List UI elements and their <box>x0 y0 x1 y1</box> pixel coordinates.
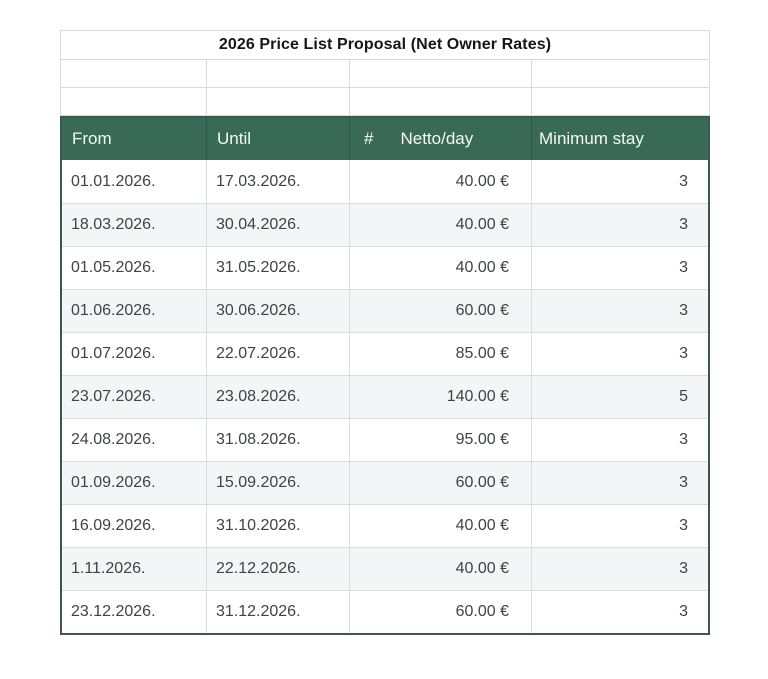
cell-until: 31.12.2026. <box>207 591 350 633</box>
cell-minimum-stay: 3 <box>679 302 688 319</box>
cell-netto-per-day: 85.00 € <box>350 333 532 375</box>
cell-until: 22.07.2026. <box>207 333 350 375</box>
cell-minimum-stay: 3 <box>679 345 688 362</box>
table-body: 01.01.2026. 17.03.2026. 40.00 € 3 18.03.… <box>62 160 708 633</box>
cell-netto-per-day: 140.00 € <box>350 376 532 418</box>
cell-netto-per-day: 60.00 € <box>350 290 532 332</box>
header-netto-label: Netto/day <box>400 129 474 148</box>
price-list-grid: 2026 Price List Proposal (Net Owner Rate… <box>60 30 710 635</box>
cell-from: 1.11.2026. <box>62 548 207 590</box>
header-minimum-stay: Minimum stay <box>539 129 644 148</box>
empty-cell <box>532 60 709 87</box>
cell-from: 01.01.2026. <box>62 160 207 203</box>
cell-minimum-stay: 3 <box>679 517 688 534</box>
cell-from: 01.05.2026. <box>62 247 207 289</box>
table-row: 01.07.2026. 22.07.2026. 85.00 € 3 <box>62 332 708 375</box>
header-from: From <box>62 118 207 160</box>
cell-from: 18.03.2026. <box>62 204 207 246</box>
cell-netto-per-day: 40.00 € <box>350 247 532 289</box>
table-row: 1.11.2026. 22.12.2026. 40.00 € 3 <box>62 547 708 590</box>
empty-cell <box>207 88 350 115</box>
cell-from: 23.12.2026. <box>62 591 207 633</box>
empty-row <box>60 88 710 116</box>
empty-cell <box>350 88 532 115</box>
cell-minimum-stay: 3 <box>679 603 688 620</box>
table-row: 01.09.2026. 15.09.2026. 60.00 € 3 <box>62 461 708 504</box>
cell-netto-per-day: 60.00 € <box>350 462 532 504</box>
cell-minimum-stay: 3 <box>679 216 688 233</box>
empty-cell <box>61 60 207 87</box>
cell-until: 31.08.2026. <box>207 419 350 461</box>
cell-from: 16.09.2026. <box>62 505 207 547</box>
cell-until: 15.09.2026. <box>207 462 350 504</box>
header-until: Until <box>207 118 350 160</box>
cell-netto-per-day: 95.00 € <box>350 419 532 461</box>
empty-cell <box>61 88 207 115</box>
cell-minimum-stay: 3 <box>679 474 688 491</box>
cell-from: 01.07.2026. <box>62 333 207 375</box>
cell-until: 30.04.2026. <box>207 204 350 246</box>
cell-minimum-stay: 3 <box>679 560 688 577</box>
cell-minimum-stay: 3 <box>679 172 688 190</box>
empty-cell <box>350 60 532 87</box>
table-row: 01.06.2026. 30.06.2026. 60.00 € 3 <box>62 289 708 332</box>
cell-netto-per-day: 40.00 € <box>350 204 532 246</box>
cell-netto-per-day: 40.00 € <box>350 160 532 203</box>
table-row: 23.07.2026. 23.08.2026. 140.00 € 5 <box>62 375 708 418</box>
cell-from: 01.06.2026. <box>62 290 207 332</box>
table-row: 23.12.2026. 31.12.2026. 60.00 € 3 <box>62 590 708 633</box>
table-row: 18.03.2026. 30.04.2026. 40.00 € 3 <box>62 203 708 246</box>
cell-until: 22.12.2026. <box>207 548 350 590</box>
empty-row <box>60 60 710 88</box>
page-title: 2026 Price List Proposal (Net Owner Rate… <box>218 36 552 53</box>
cell-until: 30.06.2026. <box>207 290 350 332</box>
cell-from: 24.08.2026. <box>62 419 207 461</box>
cell-minimum-stay: 3 <box>679 431 688 448</box>
cell-from: 23.07.2026. <box>62 376 207 418</box>
cell-netto-per-day: 40.00 € <box>350 505 532 547</box>
cell-until: 31.05.2026. <box>207 247 350 289</box>
empty-cell <box>532 88 709 115</box>
table-row: 24.08.2026. 31.08.2026. 95.00 € 3 <box>62 418 708 461</box>
title-row: 2026 Price List Proposal (Net Owner Rate… <box>60 30 710 60</box>
cell-from: 01.09.2026. <box>62 462 207 504</box>
table-row: 01.05.2026. 31.05.2026. 40.00 € 3 <box>62 246 708 289</box>
cell-until: 17.03.2026. <box>207 160 350 203</box>
price-table: From Until # Netto/day Minimum stay 01.0… <box>60 116 710 635</box>
table-row: 16.09.2026. 31.10.2026. 40.00 € 3 <box>62 504 708 547</box>
header-netto: # Netto/day <box>350 118 532 160</box>
cell-netto-per-day: 60.00 € <box>350 591 532 633</box>
empty-cell <box>207 60 350 87</box>
cell-netto-per-day: 40.00 € <box>350 548 532 590</box>
table-header-row: From Until # Netto/day Minimum stay <box>62 118 708 160</box>
cell-until: 31.10.2026. <box>207 505 350 547</box>
cell-until: 23.08.2026. <box>207 376 350 418</box>
table-row: 01.01.2026. 17.03.2026. 40.00 € 3 <box>62 160 708 203</box>
cell-minimum-stay: 5 <box>679 388 688 405</box>
header-hash: # <box>364 129 374 148</box>
cell-minimum-stay: 3 <box>679 259 688 276</box>
